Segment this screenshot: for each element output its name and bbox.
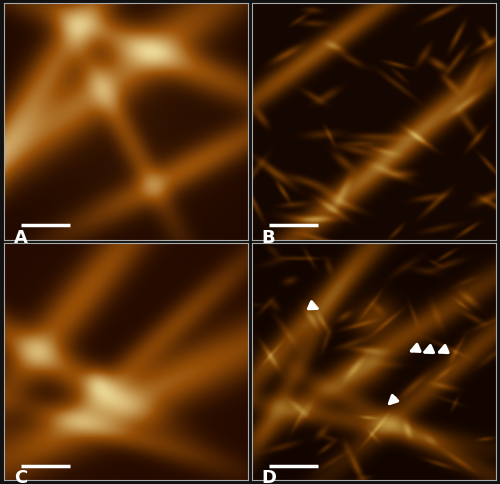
Text: A: A: [14, 228, 28, 246]
Text: C: C: [14, 469, 27, 484]
Text: B: B: [262, 228, 276, 246]
Text: D: D: [262, 469, 277, 484]
